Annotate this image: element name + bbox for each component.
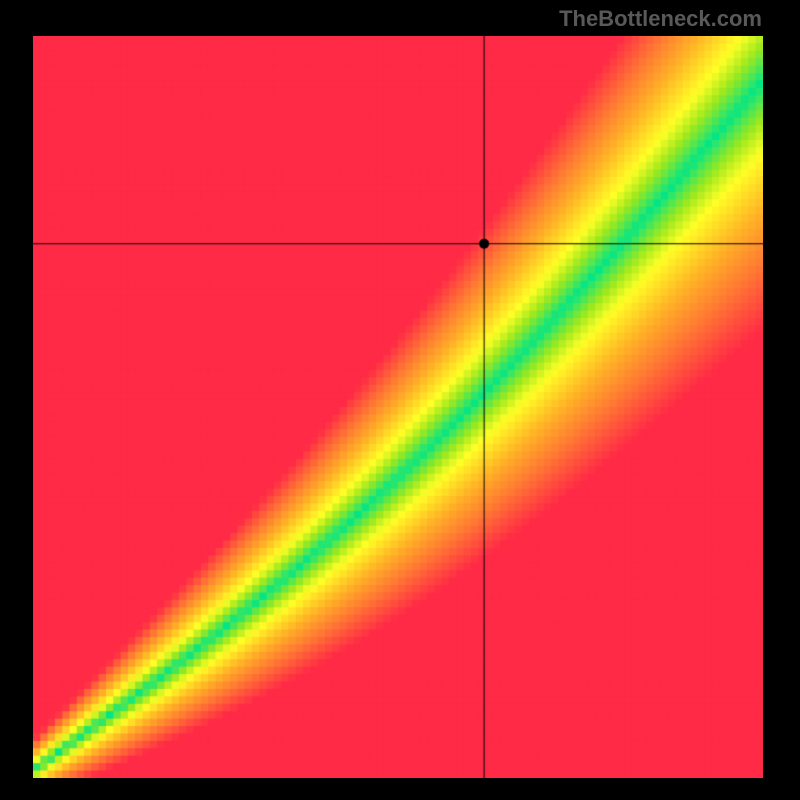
- bottleneck-heatmap: [33, 36, 763, 778]
- watermark-text: TheBottleneck.com: [559, 6, 762, 32]
- chart-container: TheBottleneck.com: [0, 0, 800, 800]
